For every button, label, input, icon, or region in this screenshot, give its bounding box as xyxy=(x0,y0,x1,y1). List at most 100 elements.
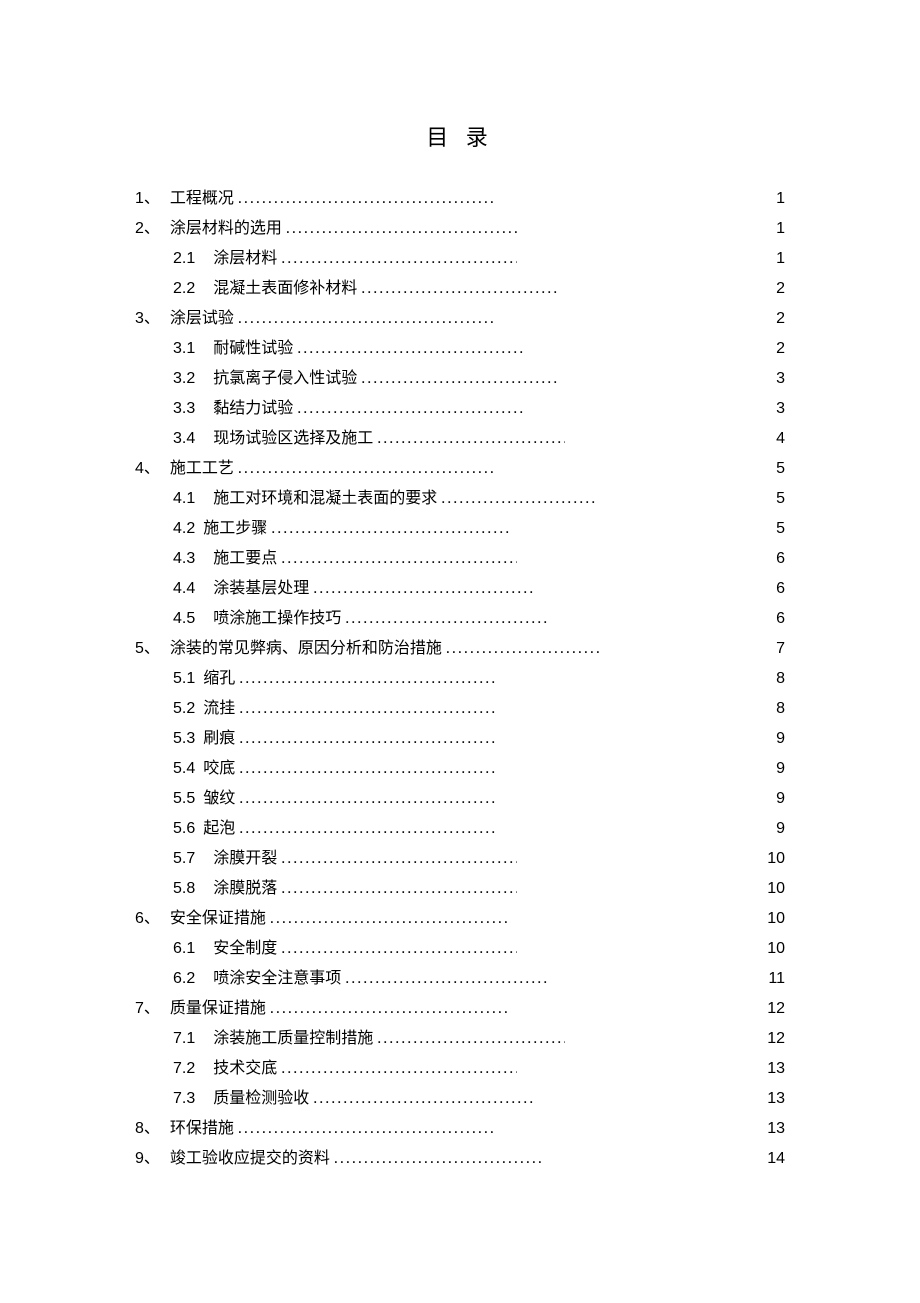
toc-entry: 5、涂装的常见弊病、原因分析和防治措施7 xyxy=(135,634,785,664)
toc-entry: 5.1缩孔8 xyxy=(135,664,785,694)
toc-leader-dots xyxy=(238,454,496,484)
toc-entry: 4.3施工要点6 xyxy=(135,544,785,574)
toc-entry-number: 8、 xyxy=(135,1114,160,1144)
toc-entry: 4.5喷涂施工操作技巧6 xyxy=(135,604,785,634)
toc-leader-dots xyxy=(297,394,525,424)
toc-entry-number: 4.5 xyxy=(173,604,195,634)
toc-entry-number: 4.4 xyxy=(173,574,195,604)
toc-leader-dots xyxy=(238,304,496,334)
toc-entry-label: 涂层材料 xyxy=(213,244,277,274)
toc-entry-number: 7.3 xyxy=(173,1084,195,1114)
toc-list: 1、工程概况12、涂层材料的选用12.1涂层材料12.2混凝土表面修补材料23、… xyxy=(135,184,785,1174)
toc-entry-label: 涂装施工质量控制措施 xyxy=(213,1024,373,1054)
toc-entry: 3.3黏结力试验3 xyxy=(135,394,785,424)
toc-entry: 3.4现场试验区选择及施工4 xyxy=(135,424,785,454)
toc-leader-dots xyxy=(281,544,517,574)
toc-leader-dots xyxy=(281,874,517,904)
toc-leader-dots xyxy=(446,634,600,664)
toc-entry-number: 3.2 xyxy=(173,364,195,394)
toc-entry-label: 竣工验收应提交的资料 xyxy=(170,1144,330,1174)
toc-entry-number: 7.1 xyxy=(173,1024,195,1054)
toc-entry-page: 6 xyxy=(761,604,785,634)
toc-entry-page: 8 xyxy=(761,694,785,724)
toc-entry: 2.1涂层材料1 xyxy=(135,244,785,274)
toc-entry-page: 1 xyxy=(761,244,785,274)
toc-entry-page: 5 xyxy=(761,484,785,514)
toc-entry: 6、安全保证措施10 xyxy=(135,904,785,934)
toc-entry-page: 9 xyxy=(761,814,785,844)
toc-entry-label: 施工对环境和混凝土表面的要求 xyxy=(213,484,437,514)
toc-entry: 5.7涂膜开裂10 xyxy=(135,844,785,874)
toc-entry-label: 喷涂安全注意事项 xyxy=(213,964,341,994)
toc-entry-page: 9 xyxy=(761,784,785,814)
toc-leader-dots xyxy=(313,1084,533,1114)
toc-entry-label: 耐碱性试验 xyxy=(213,334,293,364)
toc-entry-number: 5.8 xyxy=(173,874,195,904)
toc-entry-label: 质量检测验收 xyxy=(213,1084,309,1114)
toc-entry-page: 2 xyxy=(761,274,785,304)
toc-entry: 2、涂层材料的选用1 xyxy=(135,214,785,244)
toc-entry-number: 3.4 xyxy=(173,424,195,454)
toc-entry-number: 3、 xyxy=(135,304,160,334)
toc-entry-number: 3.1 xyxy=(173,334,195,364)
toc-entry-label: 施工工艺 xyxy=(170,454,234,484)
toc-entry-page: 5 xyxy=(761,514,785,544)
toc-entry-page: 13 xyxy=(761,1054,785,1084)
toc-entry-number: 6、 xyxy=(135,904,160,934)
toc-entry-label: 皱纹 xyxy=(203,784,235,814)
toc-leader-dots xyxy=(271,514,512,544)
toc-entry-label: 涂装基层处理 xyxy=(213,574,309,604)
toc-entry-number: 5.2 xyxy=(173,694,195,724)
toc-entry-label: 工程概况 xyxy=(170,184,234,214)
toc-leader-dots xyxy=(281,244,517,274)
toc-entry-number: 6.1 xyxy=(173,934,195,964)
toc-entry: 3、涂层试验2 xyxy=(135,304,785,334)
toc-entry: 9、竣工验收应提交的资料14 xyxy=(135,1144,785,1174)
toc-leader-dots xyxy=(270,904,512,934)
toc-leader-dots xyxy=(377,424,565,454)
toc-entry-number: 5.4 xyxy=(173,754,195,784)
toc-entry-label: 施工步骤 xyxy=(203,514,267,544)
toc-leader-dots xyxy=(239,694,496,724)
toc-entry-number: 1、 xyxy=(135,184,160,214)
toc-entry-number: 9、 xyxy=(135,1144,160,1174)
toc-entry: 5.5 皱纹 9 xyxy=(135,784,785,814)
toc-entry-page: 6 xyxy=(761,574,785,604)
toc-entry: 7.3质量检测验收13 xyxy=(135,1084,785,1114)
toc-entry-page: 9 xyxy=(761,724,785,754)
toc-entry-number: 3.3 xyxy=(173,394,195,424)
toc-entry-page: 8 xyxy=(761,664,785,694)
toc-leader-dots xyxy=(441,484,597,514)
toc-entry-number: 5.7 xyxy=(173,844,195,874)
toc-entry-number: 2.2 xyxy=(173,274,195,304)
toc-leader-dots xyxy=(345,604,549,634)
toc-title: 目 录 xyxy=(135,120,785,152)
toc-entry-page: 5 xyxy=(761,454,785,484)
toc-entry-number: 4、 xyxy=(135,454,160,484)
toc-entry-label: 涂层试验 xyxy=(170,304,234,334)
toc-entry-number: 5.5 xyxy=(173,784,195,814)
toc-entry-number: 5.6 xyxy=(173,814,195,844)
toc-entry-label: 刷痕 xyxy=(203,724,235,754)
toc-entry-page: 1 xyxy=(761,184,785,214)
toc-entry: 4.1施工对环境和混凝土表面的要求5 xyxy=(135,484,785,514)
toc-leader-dots xyxy=(239,724,496,754)
toc-entry-number: 7、 xyxy=(135,994,160,1024)
toc-entry-page: 3 xyxy=(761,364,785,394)
toc-entry-number: 5.3 xyxy=(173,724,195,754)
toc-leader-dots xyxy=(238,1114,496,1144)
toc-entry-page: 3 xyxy=(761,394,785,424)
toc-entry-label: 安全制度 xyxy=(213,934,277,964)
toc-leader-dots xyxy=(239,754,496,784)
toc-leader-dots xyxy=(239,664,496,694)
toc-entry-label: 施工要点 xyxy=(213,544,277,574)
toc-entry-number: 7.2 xyxy=(173,1054,195,1084)
toc-entry-page: 6 xyxy=(761,544,785,574)
toc-entry-label: 缩孔 xyxy=(203,664,235,694)
toc-entry-label: 咬底 xyxy=(203,754,235,784)
toc-entry: 3.1耐碱性试验2 xyxy=(135,334,785,364)
toc-entry: 4、施工工艺 5 xyxy=(135,454,785,484)
toc-leader-dots xyxy=(281,934,517,964)
toc-entry-page: 12 xyxy=(761,1024,785,1054)
toc-leader-dots xyxy=(361,364,557,394)
